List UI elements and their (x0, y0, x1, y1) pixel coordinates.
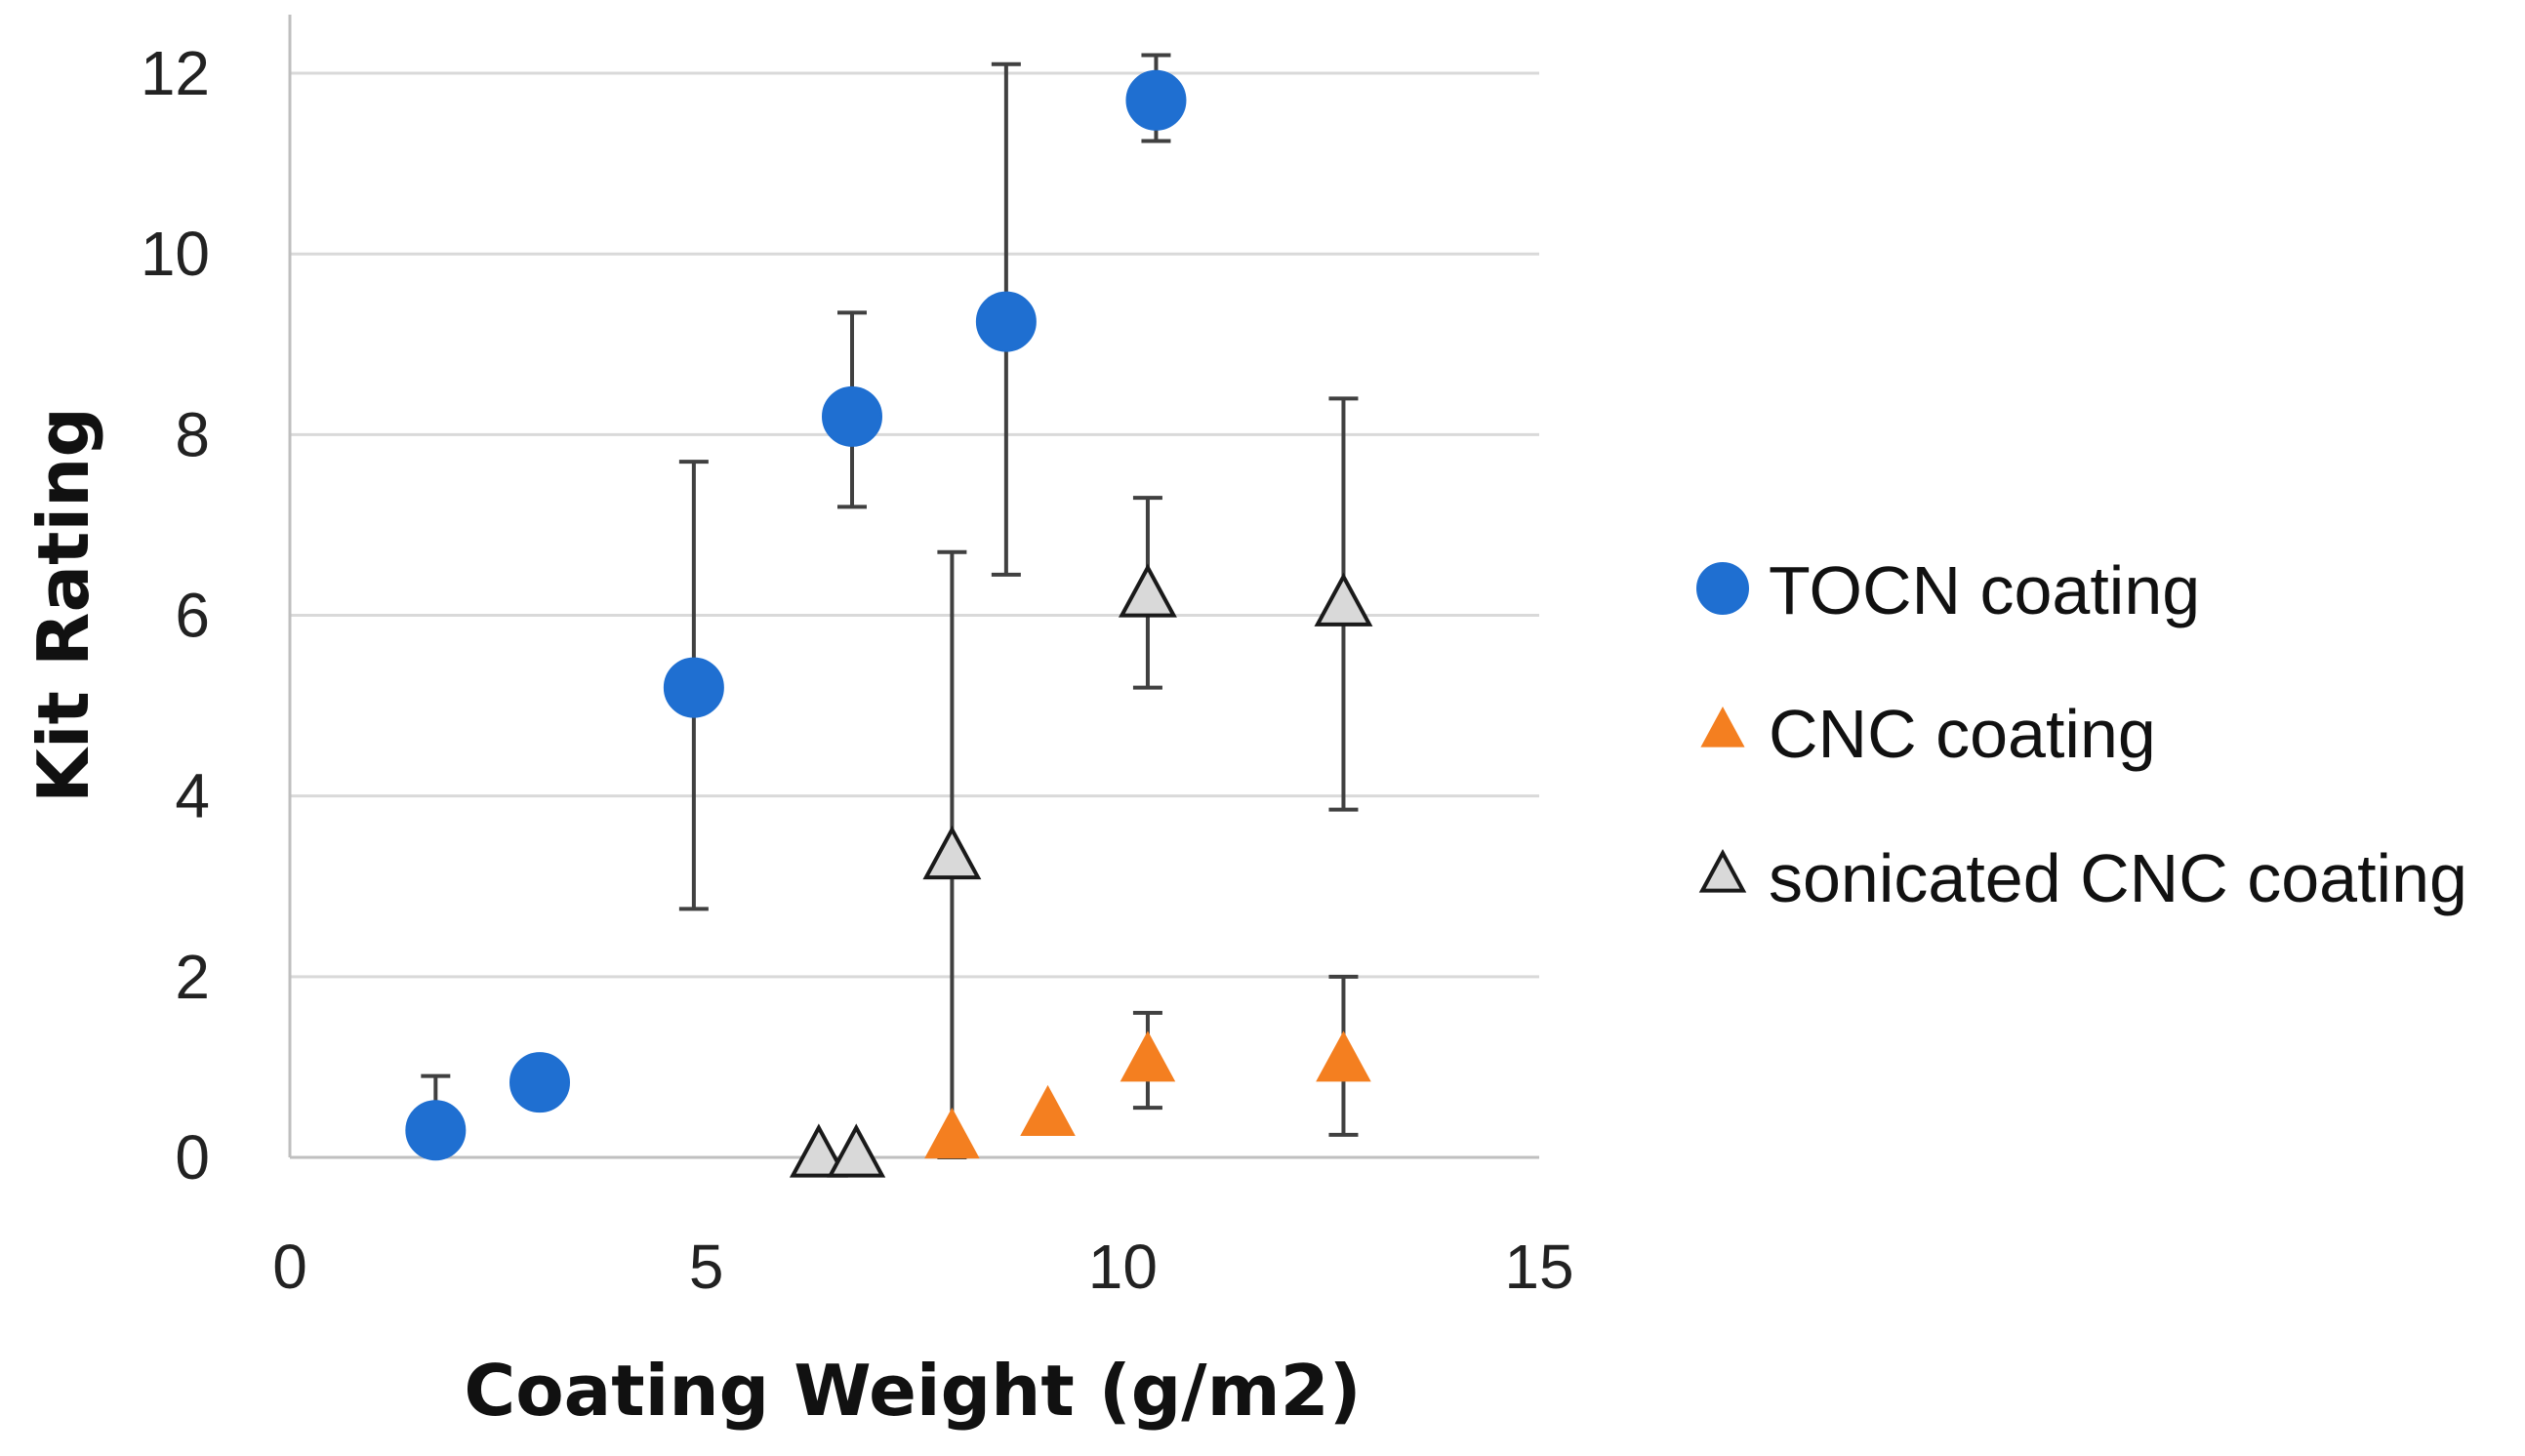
y-tick-label: 8 (175, 399, 210, 469)
tocn-coating-point (405, 1100, 467, 1161)
tocn-coating-point (822, 385, 882, 447)
legend-marker-sonicated-cnc-coating (1698, 848, 1747, 893)
cnc-coating-point (924, 1108, 980, 1159)
x-axis-title: Coating Weight (g/m2) (464, 1350, 1361, 1432)
legend-marker-tocn-coating (1696, 562, 1749, 615)
sonicated-cnc-coating-point (827, 1123, 886, 1178)
y-tick-labels: 0 2 4 6 8 10 12 (141, 38, 210, 1193)
y-tick-label: 4 (175, 761, 210, 831)
x-tick-labels: 0 5 10 15 (272, 1232, 1573, 1302)
x-tick-label: 15 (1504, 1232, 1573, 1302)
legend-marker-cnc-coating (1700, 707, 1745, 748)
cnc-coating-point (1020, 1084, 1076, 1136)
legend-label-tocn-coating: TOCN coating (1769, 552, 2200, 628)
tocn-coating-point (975, 291, 1037, 352)
error-bars (421, 53, 1359, 1159)
tocn-coating-point (1125, 69, 1187, 131)
x-tick-label: 10 (1088, 1232, 1158, 1302)
data-points (405, 69, 1373, 1178)
sonicated-cnc-coating-point (922, 825, 982, 880)
y-axis-title: Kit Rating (22, 407, 104, 803)
gridlines (290, 71, 1539, 979)
x-tick-label: 5 (689, 1232, 724, 1302)
y-tick-label: 6 (175, 581, 210, 651)
y-tick-label: 10 (141, 219, 210, 289)
x-tick-label: 0 (272, 1232, 307, 1302)
y-tick-label: 2 (175, 942, 210, 1012)
legend-label-cnc-coating: CNC coating (1769, 696, 2156, 772)
cnc-coating-point (1120, 1031, 1176, 1082)
cnc-coating-point (1316, 1031, 1371, 1082)
tocn-coating-point (509, 1052, 570, 1113)
legend: TOCN coating CNC coating sonicated CNC coa… (1696, 552, 2467, 916)
sonicated-cnc-coating-point (789, 1123, 848, 1178)
y-tick-label: 0 (175, 1122, 210, 1193)
legend-label-sonicated-cnc-coating: sonicated CNC coating (1769, 840, 2467, 916)
tocn-coating-point (663, 657, 724, 718)
axes (288, 15, 1539, 1159)
y-tick-label: 12 (141, 38, 210, 108)
sonicated-cnc-coating-point (1118, 563, 1177, 618)
sonicated-cnc-coating-point (1314, 572, 1373, 627)
